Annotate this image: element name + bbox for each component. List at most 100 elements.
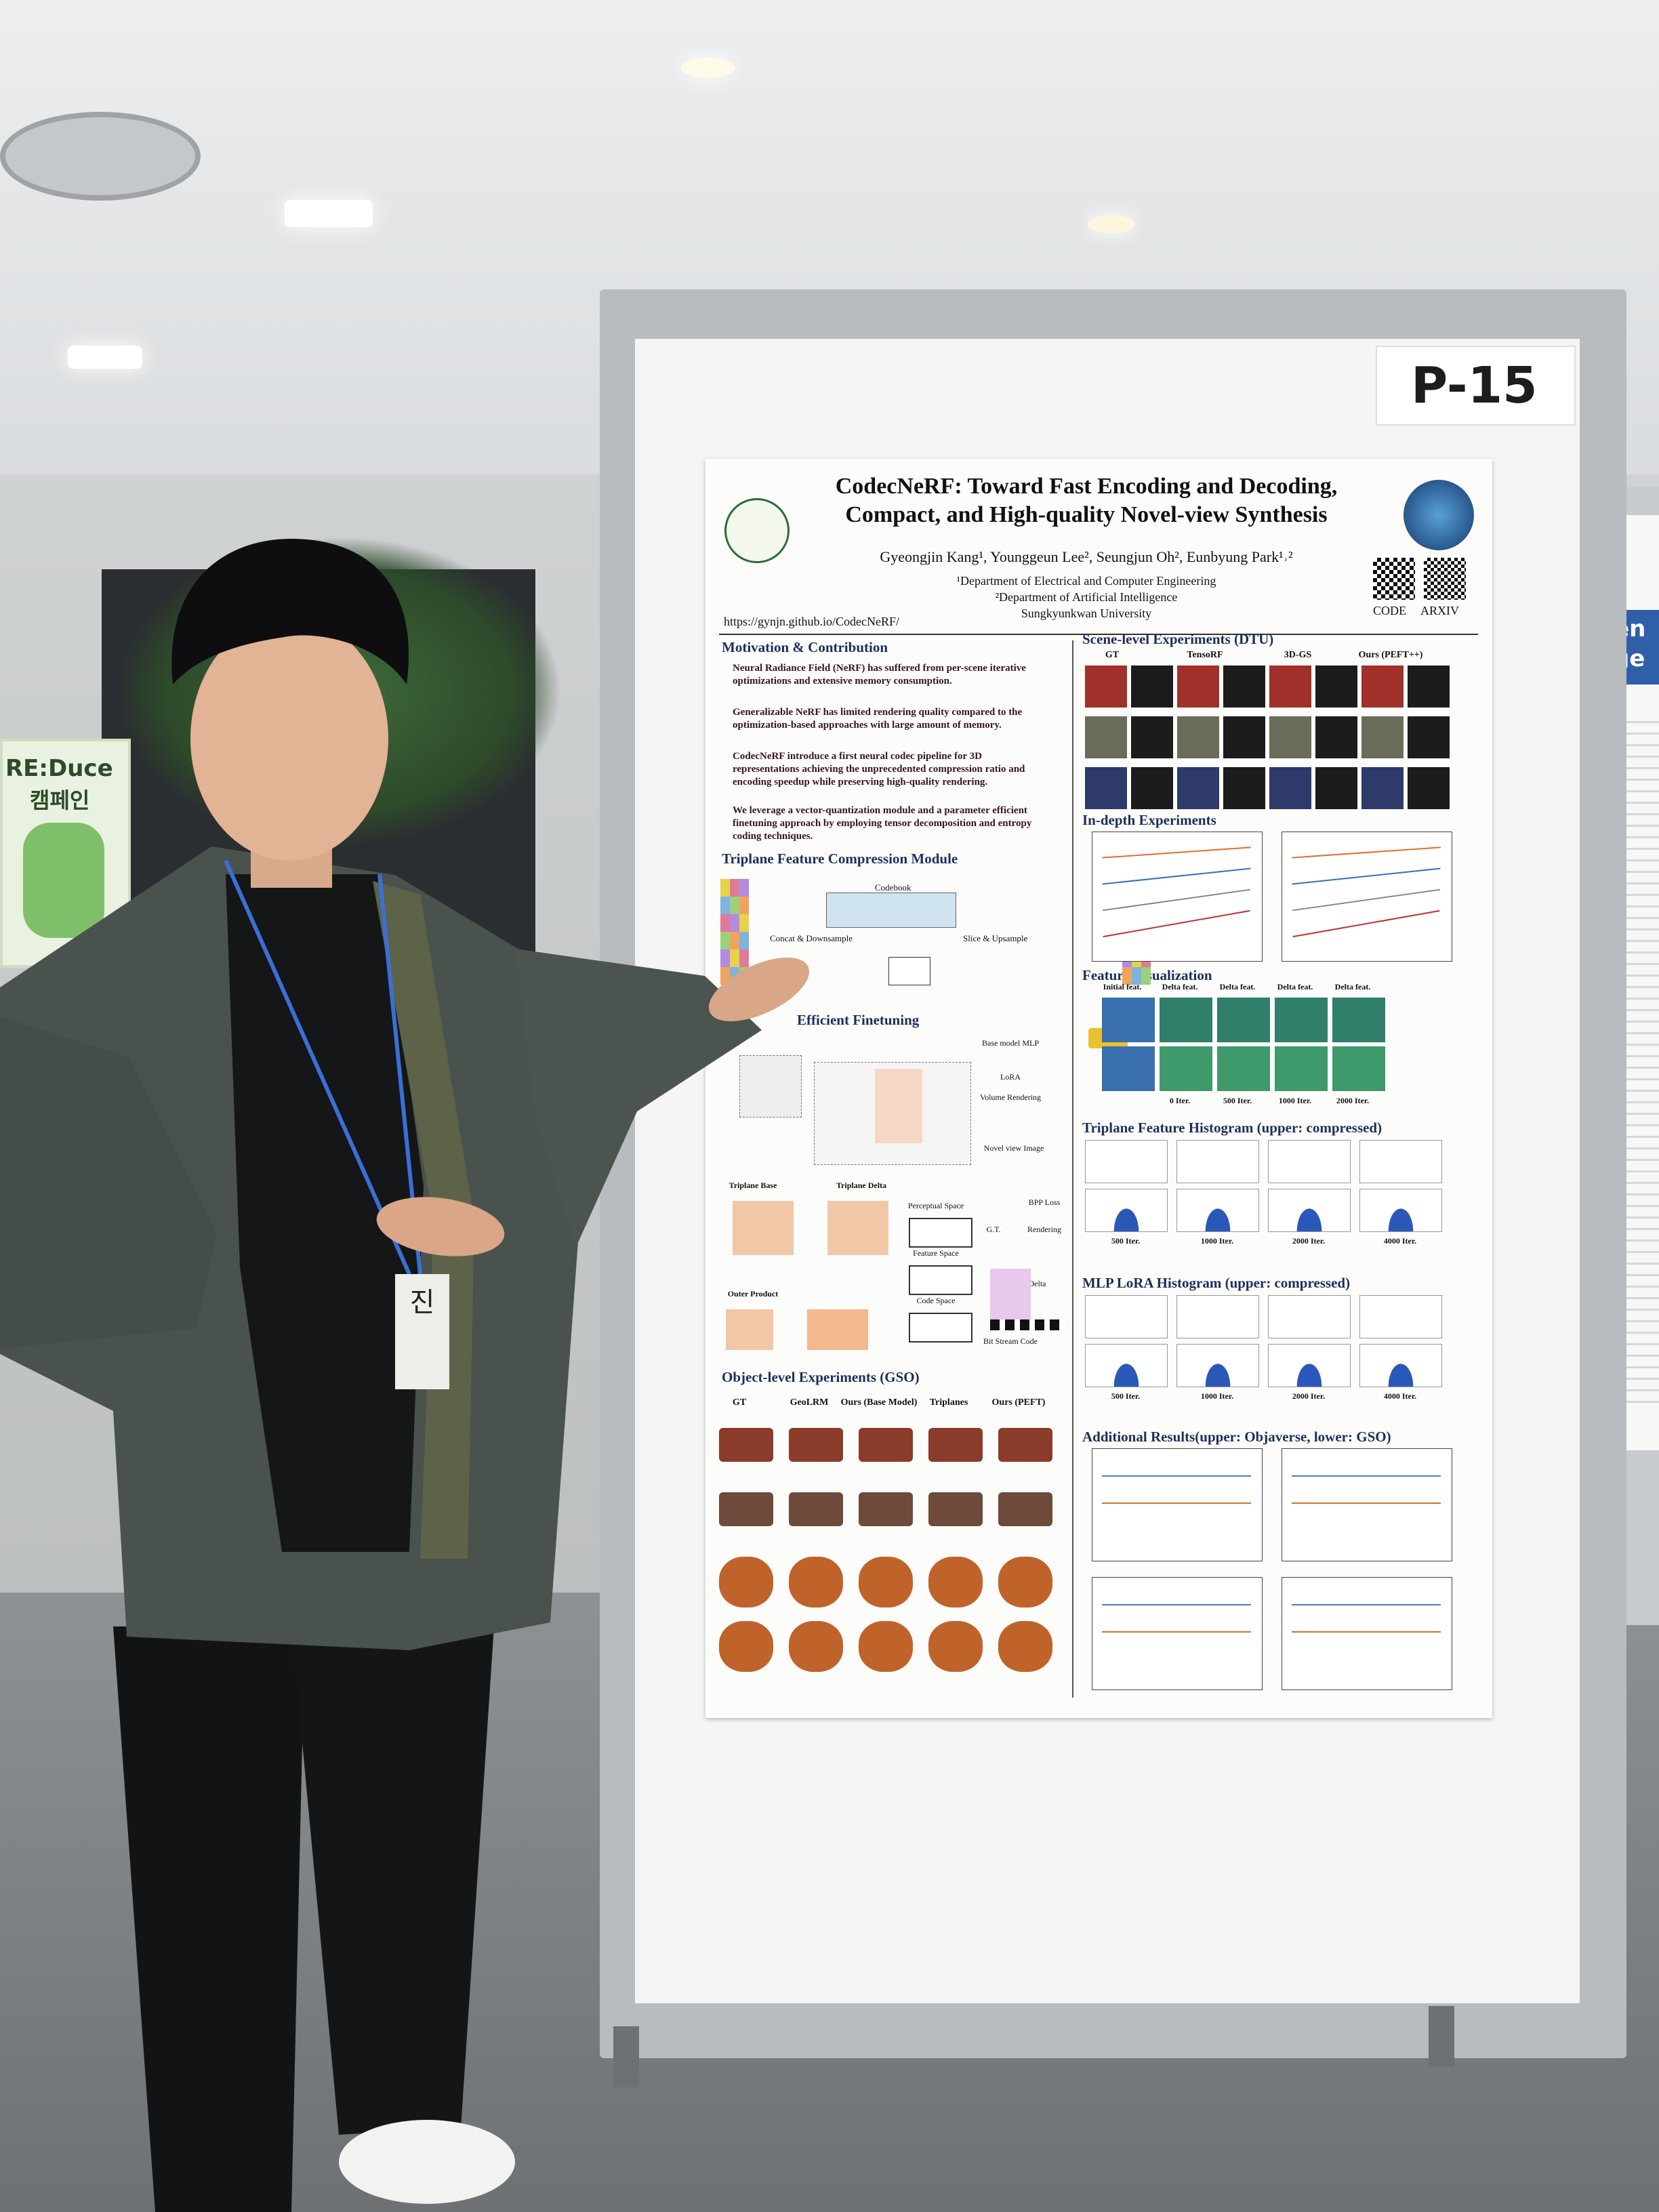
sign-title: RE:Duce	[5, 755, 113, 782]
face	[190, 617, 388, 861]
sign-subtitle: 캠페인	[30, 787, 90, 813]
ceiling-vent	[0, 112, 201, 201]
scene-render	[1269, 716, 1311, 758]
poster-label: GT	[732, 1397, 747, 1408]
leg	[291, 1626, 494, 2135]
object-render	[789, 1621, 843, 1672]
poster-label: 2000 Iter.	[1292, 1391, 1326, 1401]
object-render	[998, 1428, 1052, 1462]
scene-render	[1223, 767, 1265, 809]
feature-delta	[990, 1269, 1031, 1323]
feature-map	[1217, 1046, 1270, 1091]
histogram	[1268, 1140, 1351, 1183]
ceiling-light	[285, 200, 373, 227]
scene-render	[1131, 716, 1173, 758]
poster-label: Feature Space	[913, 1248, 959, 1258]
feature-map	[1275, 998, 1328, 1042]
object-render	[859, 1492, 913, 1526]
poster-label: Volume Rendering	[979, 1092, 1042, 1102]
scene-render	[1223, 665, 1265, 708]
triplane-block	[875, 1069, 922, 1143]
ceiling-light	[1088, 216, 1135, 233]
poster-label: BPP Loss	[1028, 1197, 1061, 1207]
plot-line	[1102, 1631, 1251, 1633]
feature-cell	[739, 949, 749, 967]
histogram	[1176, 1295, 1259, 1338]
section-heading: Object-level Experiments (GSO)	[722, 1369, 920, 1385]
feature-cell	[730, 897, 739, 914]
plot-line	[1292, 1475, 1441, 1477]
feature-cell	[1141, 967, 1151, 985]
object-render	[789, 1492, 843, 1526]
object-render	[859, 1557, 913, 1607]
poster-label: Delta feat.	[1277, 982, 1313, 991]
poster-label: LoRA	[1000, 1072, 1021, 1082]
feature-cell	[720, 914, 730, 932]
poster-label: 1000 Iter.	[1278, 1096, 1312, 1105]
histogram	[1359, 1189, 1442, 1232]
poster-label: Rendering	[1027, 1225, 1061, 1234]
object-render	[719, 1492, 773, 1526]
qr-code	[1373, 558, 1415, 600]
object-render	[789, 1557, 843, 1607]
input-views	[739, 1055, 802, 1118]
jacket-sleeve	[515, 949, 762, 1247]
affiliation: Sungkyunkwan University	[1021, 607, 1152, 620]
space-box	[909, 1265, 972, 1295]
header-rule	[719, 634, 1478, 635]
poster-label: Triplane Base	[729, 1181, 777, 1190]
feature-map	[1275, 1046, 1328, 1091]
shoe	[339, 2120, 515, 2204]
plot-frame	[1092, 832, 1263, 962]
poster-label: 4000 Iter.	[1383, 1236, 1417, 1246]
space-box	[909, 1313, 972, 1343]
section-heading: Motivation & Contribution	[722, 639, 888, 655]
board-label: P-15	[1411, 356, 1538, 415]
poster-label: Delta feat.	[1334, 982, 1371, 991]
poster: CodecNeRF: Toward Fast Encoding and Deco…	[705, 459, 1492, 1718]
section-heading: Triplane Feature Compression Module	[722, 851, 958, 867]
bullet: CodecNeRF introduce a first neural codec…	[733, 751, 1025, 787]
plot-line	[1102, 1604, 1251, 1605]
section-heading: Scene-level Experiments (DTU)	[1082, 631, 1274, 647]
feature-cell	[1122, 967, 1132, 985]
object-render	[928, 1557, 983, 1607]
diagram-label: Codebook	[875, 882, 912, 893]
ceiling-light	[681, 58, 735, 78]
feature-cell	[739, 932, 749, 949]
lanyard	[224, 859, 411, 1275]
feature-map	[1102, 998, 1155, 1042]
poster-label: Triplanes	[929, 1397, 968, 1408]
histogram	[1085, 1295, 1168, 1338]
scene-render	[1269, 767, 1311, 809]
scene-render	[1408, 767, 1450, 809]
poster-label: Code Space	[916, 1296, 956, 1305]
object-render	[998, 1621, 1052, 1672]
feature-cell	[739, 914, 749, 932]
scene-render	[1177, 665, 1219, 708]
space-box	[909, 1218, 972, 1248]
board-label-card: P-15	[1376, 346, 1576, 426]
scene-render	[1131, 767, 1173, 809]
triplane-base	[733, 1201, 794, 1255]
section-heading: Additional Results(upper: Objaverse, low…	[1082, 1429, 1391, 1445]
object-render	[789, 1428, 843, 1462]
poster-label: Perceptual Space	[907, 1201, 964, 1210]
histogram	[1085, 1344, 1168, 1387]
section-heading: Efficient Finetuning	[797, 1012, 920, 1028]
plot-line	[1292, 1631, 1441, 1633]
bullet: Neural Radiance Field (NeRF) has suffere…	[733, 663, 1026, 687]
poster-label: Ours (PEFT)	[991, 1397, 1046, 1408]
bullet: Generalizable NeRF has limited rendering…	[733, 707, 1023, 731]
poster-label: Novel view Image	[983, 1143, 1044, 1153]
scene-render	[1315, 716, 1357, 758]
feature-cell	[730, 949, 739, 967]
feature-map	[1332, 998, 1385, 1042]
name-tag-text: 진	[410, 1287, 435, 1318]
scene-render	[1085, 767, 1127, 809]
feature-map	[1102, 1046, 1155, 1091]
object-render	[859, 1621, 913, 1672]
histogram	[1268, 1189, 1351, 1232]
poster-label: 1000 Iter.	[1200, 1391, 1234, 1401]
